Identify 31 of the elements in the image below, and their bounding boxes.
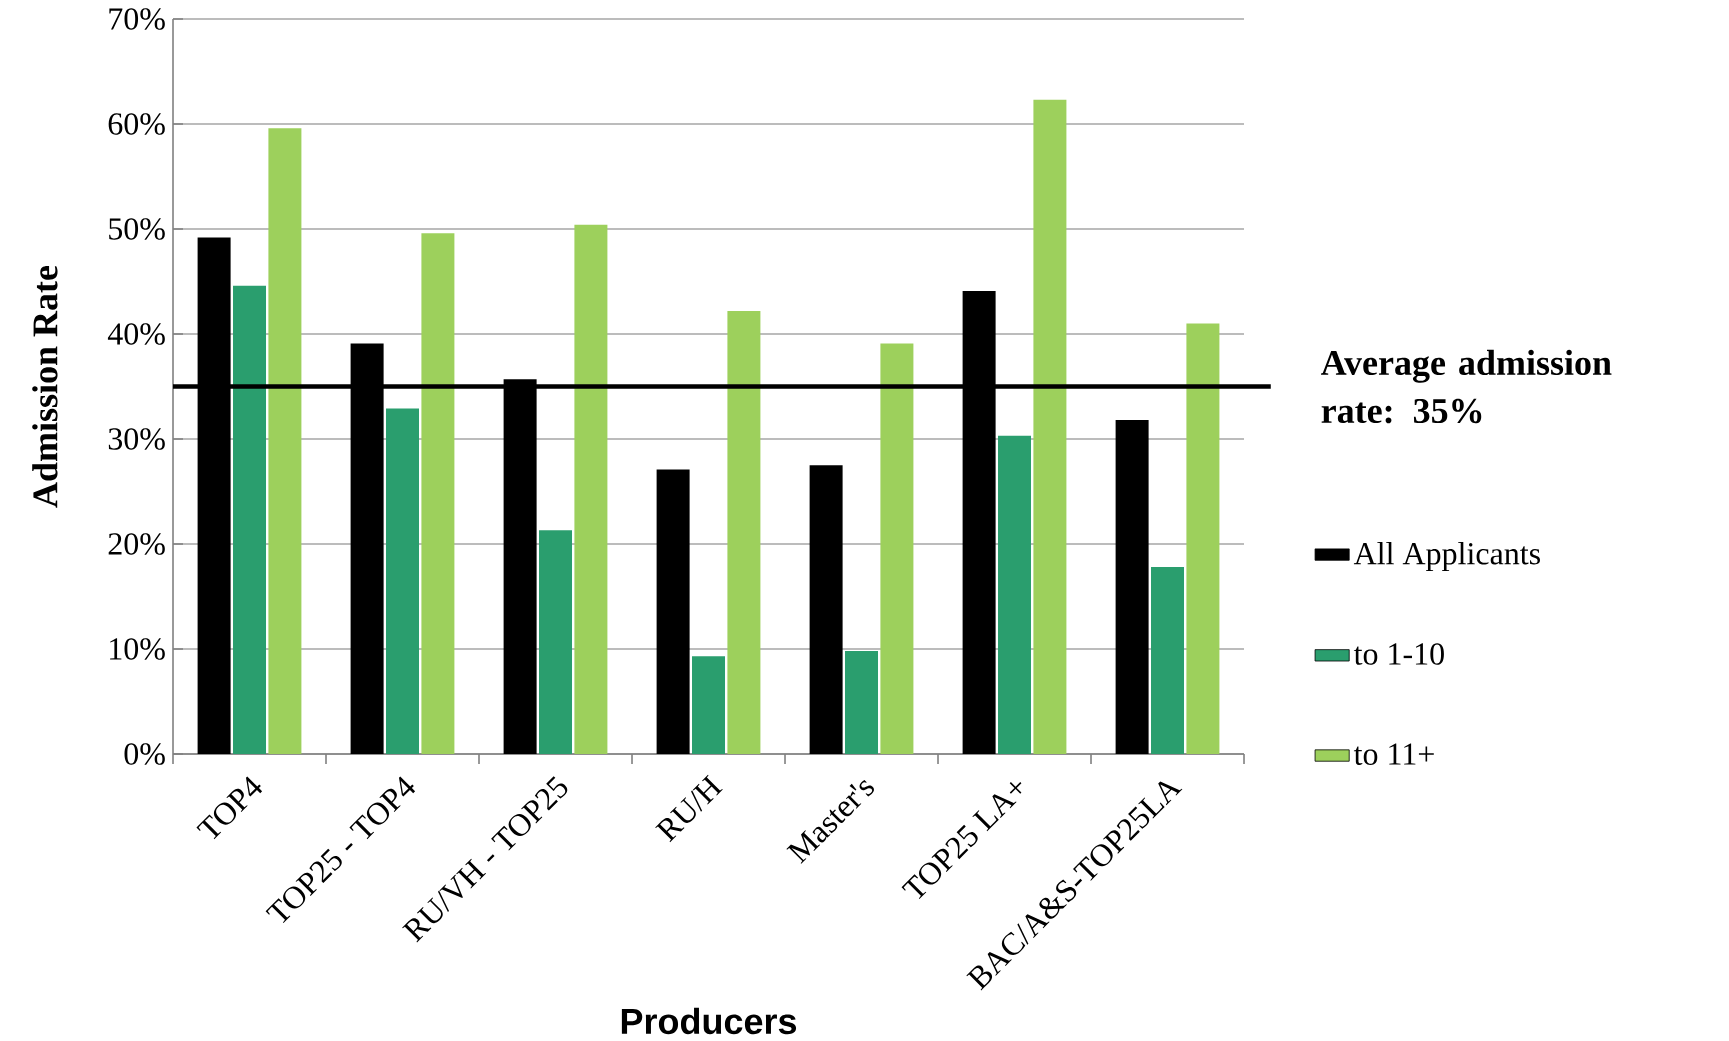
y-tick-label: 20% bbox=[108, 533, 165, 555]
bar bbox=[574, 224, 608, 755]
bar bbox=[656, 469, 690, 755]
y-tick-label: 30% bbox=[108, 428, 165, 450]
bar bbox=[845, 651, 879, 755]
bar bbox=[386, 408, 420, 755]
bar bbox=[998, 435, 1032, 755]
bar bbox=[880, 343, 914, 755]
ref-line-label: Average admission rate: 35% bbox=[1321, 349, 1612, 424]
bar bbox=[727, 310, 761, 755]
bar bbox=[1151, 567, 1185, 755]
legend-label: to 11+ bbox=[1353, 743, 1434, 765]
bar bbox=[809, 465, 843, 755]
legend-label: to 1-10 bbox=[1353, 643, 1444, 665]
bar bbox=[692, 656, 726, 755]
y-tick-label: 10% bbox=[110, 638, 165, 660]
x-axis-title: Producers bbox=[621, 1007, 797, 1035]
y-tick-label: 50% bbox=[109, 218, 165, 240]
y-tick-label: 40% bbox=[107, 323, 165, 345]
bar bbox=[421, 233, 455, 755]
bar bbox=[1033, 99, 1067, 755]
y-axis-title: Admission Rate bbox=[32, 266, 58, 508]
bar bbox=[233, 285, 267, 755]
y-tick-label: 0% bbox=[124, 743, 165, 765]
bar bbox=[539, 530, 573, 755]
y-tick-label: 60% bbox=[108, 113, 165, 135]
y-tick-label: 70% bbox=[109, 8, 165, 30]
bar bbox=[268, 128, 302, 755]
bar bbox=[1186, 323, 1220, 755]
bar bbox=[1115, 420, 1149, 755]
legend-label: All Applicants bbox=[1353, 542, 1540, 572]
